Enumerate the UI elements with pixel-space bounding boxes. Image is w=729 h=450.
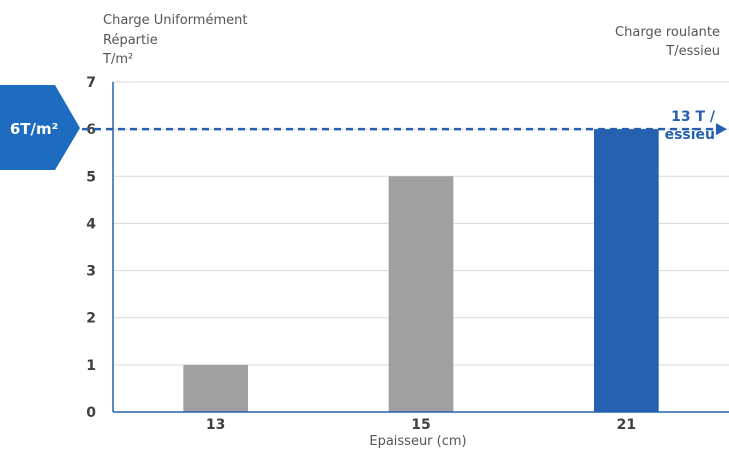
reference-label-line: essieu [665,127,715,143]
callout-shape [0,85,80,170]
x-tick-label: 13 [206,417,225,433]
x-tick-labels: 13 15 21 [206,417,636,433]
right-axis-title-line-2: T/essieu [665,44,720,59]
bars [183,129,659,412]
reference-label-line: 13 T / [671,109,716,125]
y-tick-label: 6 [86,122,96,138]
y-tick-label: 7 [86,75,96,91]
y-tick-label: 2 [86,311,96,327]
x-tick-label: 21 [617,417,636,433]
callout-label: 6T/m² [10,120,58,138]
y-axis-title-line-3: T/m² [102,52,133,67]
axes [112,82,729,413]
reference-line-group: 13 T / essieu [82,109,727,143]
x-axis-title: Epaisseur (cm) [369,434,466,449]
y-axis-title-line-1: Charge Uniformément [103,13,247,28]
y-tick-label: 4 [86,216,96,232]
x-tick-label: 15 [411,417,430,433]
y-axis-title-line-2: Répartie [103,33,158,48]
bar-15 [388,176,454,412]
y-tick-labels: 0 1 2 3 4 5 6 7 [86,75,96,421]
right-axis-title-line-1: Charge roulante [615,25,720,40]
bar-13 [183,364,249,412]
y-tick-label: 3 [86,264,96,280]
reference-arrowhead [716,123,727,136]
y-tick-label: 1 [86,358,96,374]
y-tick-label: 0 [86,405,96,421]
y-tick-label: 5 [86,169,96,185]
bar-21 [593,129,659,412]
callout-6t-m2: 6T/m² [0,85,80,170]
